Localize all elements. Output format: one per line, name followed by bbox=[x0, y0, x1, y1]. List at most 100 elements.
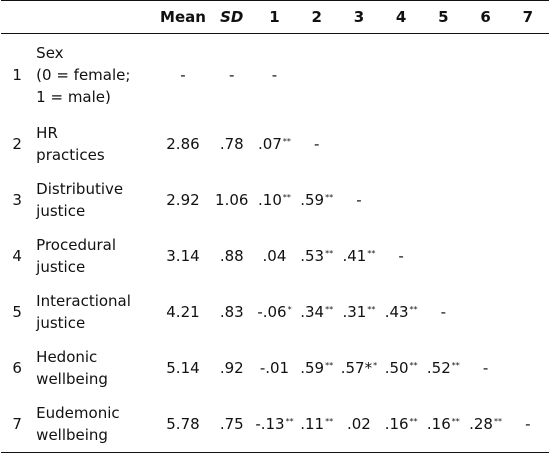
correlation-cell bbox=[464, 284, 506, 340]
correlation-value: - bbox=[440, 303, 447, 321]
correlation-cell bbox=[464, 116, 506, 172]
correlation-cell: .52** bbox=[422, 340, 464, 396]
header-sd: SD bbox=[220, 8, 244, 26]
header-mean: Mean bbox=[160, 8, 206, 26]
row-mean: 2.86 bbox=[166, 135, 200, 153]
significance-marker: ** bbox=[325, 193, 334, 202]
table-header: Mean SD 1 2 3 4 5 6 7 bbox=[1, 0, 549, 34]
correlation-cell: .04 bbox=[253, 228, 295, 284]
correlation-value: - bbox=[313, 135, 320, 153]
header-row: Mean SD 1 2 3 4 5 6 7 bbox=[1, 0, 549, 34]
correlation-cell bbox=[507, 116, 549, 172]
variable-label-line: Sex bbox=[36, 44, 64, 62]
correlation-cell: .57** bbox=[338, 340, 380, 396]
correlation-cell bbox=[507, 172, 549, 228]
correlation-cell bbox=[507, 284, 549, 340]
variable-label-line: (0 = female; bbox=[36, 66, 131, 84]
significance-marker: ** bbox=[409, 417, 418, 426]
correlation-cell: .31** bbox=[338, 284, 380, 340]
correlation-value: - bbox=[356, 191, 362, 209]
correlation-cell: .16** bbox=[422, 396, 464, 453]
correlation-cell bbox=[338, 116, 380, 172]
correlation-cell: .28** bbox=[464, 396, 506, 453]
correlation-value: .34 bbox=[300, 303, 325, 321]
correlation-value: .07 bbox=[258, 135, 282, 153]
correlation-value: .10 bbox=[258, 191, 282, 209]
variable-label-line: justice bbox=[36, 314, 86, 332]
correlation-cell bbox=[380, 34, 422, 117]
significance-marker: * bbox=[287, 305, 292, 314]
correlation-value: -.06 bbox=[257, 303, 287, 321]
row-variable: Hedonic wellbeing bbox=[33, 340, 156, 396]
variable-label-line: Distributive bbox=[36, 180, 124, 198]
correlation-cell: .41** bbox=[338, 228, 380, 284]
correlation-cell bbox=[464, 34, 506, 117]
table-row: 2 HR practices 2.86.78.07** - bbox=[1, 116, 549, 172]
correlation-cell: .07** bbox=[253, 116, 295, 172]
row-sd: - bbox=[229, 66, 235, 84]
significance-marker: ** bbox=[282, 193, 291, 202]
row-sd: .83 bbox=[219, 303, 244, 321]
correlation-value: - bbox=[271, 66, 278, 84]
correlation-value: .43 bbox=[384, 303, 409, 321]
row-sd: .75 bbox=[219, 415, 244, 433]
header-col-4: 4 bbox=[395, 8, 407, 26]
correlation-value: -.01 bbox=[259, 359, 290, 377]
significance-marker: ** bbox=[451, 417, 460, 426]
variable-label-line: wellbeing bbox=[36, 426, 108, 444]
correlation-cell: .16** bbox=[380, 396, 422, 453]
correlation-cell bbox=[380, 172, 422, 228]
correlation-cell: - bbox=[338, 172, 380, 228]
correlation-cell bbox=[464, 228, 506, 284]
row-variable: Procedural justice bbox=[33, 228, 156, 284]
correlation-value: .28 bbox=[469, 415, 493, 433]
correlation-value: -.13 bbox=[255, 415, 285, 433]
header-index bbox=[1, 1, 33, 34]
row-variable: Sex (0 = female; 1 = male) bbox=[33, 34, 156, 117]
correlation-cell: - bbox=[464, 340, 506, 396]
variable-label-line: Interactional bbox=[36, 292, 131, 310]
correlation-cell: - bbox=[422, 284, 464, 340]
significance-marker: * bbox=[373, 361, 378, 370]
correlation-cell bbox=[380, 116, 422, 172]
correlation-cell: .59** bbox=[296, 172, 338, 228]
row-index: 6 bbox=[12, 359, 22, 377]
header-col-5: 5 bbox=[438, 8, 449, 26]
significance-marker: ** bbox=[285, 417, 294, 426]
correlation-cell: -.01 bbox=[253, 340, 295, 396]
variable-label-line: 1 = male) bbox=[36, 88, 111, 106]
variable-label-line: Hedonic bbox=[36, 348, 98, 366]
row-mean: 5.78 bbox=[166, 415, 200, 433]
header-col-3: 3 bbox=[353, 8, 365, 26]
correlation-value: - bbox=[482, 359, 489, 377]
variable-label-line: practices bbox=[36, 146, 105, 164]
correlation-cell bbox=[507, 340, 549, 396]
correlation-cell: - bbox=[296, 116, 338, 172]
significance-marker: ** bbox=[282, 137, 291, 146]
significance-marker: ** bbox=[409, 305, 418, 314]
table-row: 3 Distributive justice 2.92 1.06.10** .59** - bbox=[1, 172, 549, 228]
correlation-cell bbox=[422, 172, 464, 228]
correlation-cell bbox=[507, 228, 549, 284]
row-mean: 5.14 bbox=[166, 359, 200, 377]
correlation-cell: -.13** bbox=[253, 396, 295, 453]
row-sd: .88 bbox=[219, 247, 244, 265]
significance-marker: ** bbox=[325, 361, 334, 370]
correlation-cell: - bbox=[253, 34, 295, 117]
header-col-7: 7 bbox=[522, 8, 534, 26]
row-mean: 4.21 bbox=[166, 303, 200, 321]
correlation-value: .04 bbox=[262, 247, 287, 265]
header-variable bbox=[33, 1, 156, 34]
row-index: 3 bbox=[12, 191, 22, 209]
correlation-value: - bbox=[525, 415, 531, 433]
row-index: 2 bbox=[12, 135, 22, 153]
significance-marker: ** bbox=[325, 305, 334, 314]
correlation-cell bbox=[507, 34, 549, 117]
correlation-value: .52 bbox=[426, 359, 451, 377]
row-mean: - bbox=[180, 66, 186, 84]
table-row: 5 Interactional justice 4.21.83 -.06* .34** .3… bbox=[1, 284, 549, 340]
correlation-cell: .11** bbox=[296, 396, 338, 453]
correlation-value: .41 bbox=[342, 247, 367, 265]
row-variable: Distributive justice bbox=[33, 172, 156, 228]
correlation-cell: .34** bbox=[296, 284, 338, 340]
